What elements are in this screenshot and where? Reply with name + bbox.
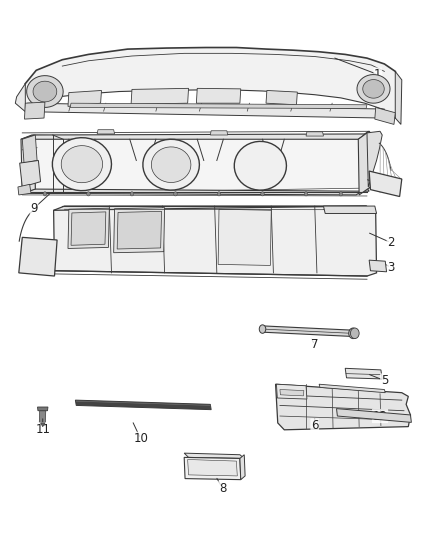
Polygon shape: [53, 206, 375, 217]
Polygon shape: [21, 135, 35, 193]
Polygon shape: [266, 91, 297, 105]
Ellipse shape: [259, 325, 266, 333]
Circle shape: [130, 192, 134, 196]
Polygon shape: [68, 208, 110, 248]
Polygon shape: [22, 135, 37, 163]
Polygon shape: [53, 138, 112, 191]
Polygon shape: [75, 400, 211, 410]
Polygon shape: [131, 88, 188, 104]
Polygon shape: [395, 71, 402, 124]
Polygon shape: [53, 206, 377, 276]
Polygon shape: [323, 206, 377, 214]
Polygon shape: [152, 147, 191, 182]
Text: 10: 10: [133, 432, 148, 446]
Polygon shape: [319, 384, 385, 393]
Circle shape: [174, 192, 177, 196]
Polygon shape: [114, 208, 165, 253]
Circle shape: [339, 192, 343, 196]
Text: 2: 2: [387, 236, 395, 249]
Polygon shape: [41, 423, 45, 426]
Polygon shape: [34, 131, 371, 193]
Polygon shape: [357, 75, 390, 103]
Polygon shape: [184, 453, 244, 458]
Polygon shape: [23, 188, 369, 195]
Polygon shape: [39, 411, 46, 423]
Polygon shape: [68, 91, 102, 107]
Polygon shape: [21, 131, 371, 139]
Polygon shape: [369, 171, 402, 197]
Text: 4: 4: [28, 260, 35, 273]
Polygon shape: [369, 260, 387, 272]
Polygon shape: [234, 141, 286, 190]
Circle shape: [87, 192, 90, 196]
Polygon shape: [240, 455, 245, 480]
Polygon shape: [184, 457, 241, 480]
Ellipse shape: [349, 328, 357, 338]
Polygon shape: [61, 146, 102, 183]
Polygon shape: [218, 209, 271, 265]
Polygon shape: [358, 131, 371, 195]
Circle shape: [217, 192, 221, 196]
Polygon shape: [363, 79, 384, 98]
Polygon shape: [345, 368, 382, 379]
Text: 7: 7: [311, 338, 318, 351]
Polygon shape: [33, 81, 57, 102]
Polygon shape: [71, 212, 106, 245]
Polygon shape: [20, 160, 41, 187]
Text: 6: 6: [311, 419, 318, 432]
Text: 1: 1: [374, 68, 381, 81]
Text: 3: 3: [387, 261, 395, 274]
Polygon shape: [306, 132, 323, 136]
Text: 8: 8: [219, 482, 226, 495]
Polygon shape: [280, 390, 304, 396]
Polygon shape: [143, 139, 199, 190]
Text: 9: 9: [30, 201, 38, 215]
Polygon shape: [70, 103, 367, 109]
Polygon shape: [210, 131, 228, 135]
Polygon shape: [18, 184, 31, 195]
Polygon shape: [262, 326, 353, 336]
Polygon shape: [336, 409, 411, 422]
Text: 12: 12: [373, 409, 388, 423]
Polygon shape: [25, 102, 45, 119]
Polygon shape: [367, 131, 382, 187]
Polygon shape: [19, 237, 57, 276]
Polygon shape: [97, 130, 115, 134]
Text: 5: 5: [381, 374, 388, 387]
Circle shape: [261, 192, 264, 196]
Polygon shape: [15, 84, 25, 112]
Polygon shape: [187, 459, 237, 476]
Polygon shape: [276, 384, 410, 430]
Circle shape: [350, 328, 359, 338]
Polygon shape: [25, 47, 395, 118]
Circle shape: [43, 192, 47, 196]
Circle shape: [304, 192, 308, 196]
Polygon shape: [276, 384, 307, 399]
Polygon shape: [117, 212, 162, 249]
Polygon shape: [375, 108, 395, 124]
Polygon shape: [27, 103, 385, 118]
Polygon shape: [196, 88, 241, 103]
Polygon shape: [38, 407, 48, 411]
Text: 4: 4: [381, 179, 388, 191]
Polygon shape: [27, 76, 63, 108]
Text: 11: 11: [35, 423, 50, 436]
